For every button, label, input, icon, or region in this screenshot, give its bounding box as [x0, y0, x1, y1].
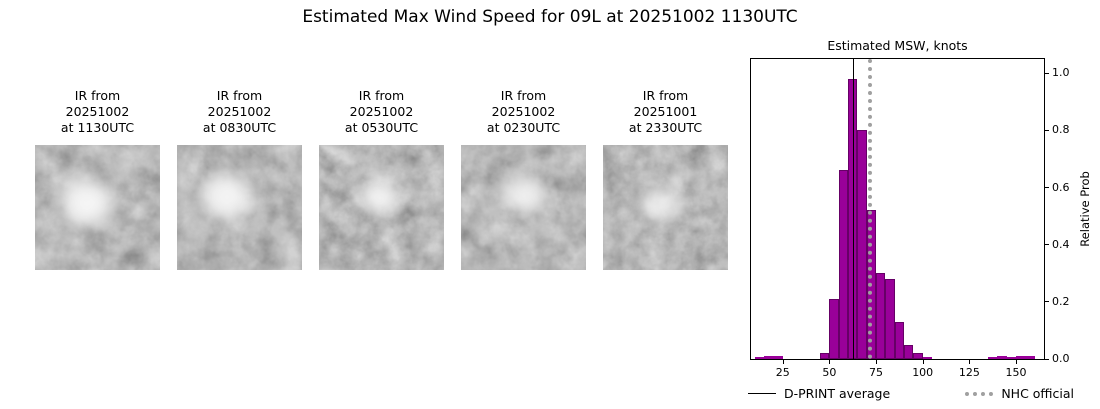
y-tick-label: 1.0: [1052, 66, 1070, 80]
solid-line-icon: [748, 393, 776, 394]
ir-satellite-image: [35, 145, 160, 270]
ir-panel-label: IR from 20251002 at 0230UTC: [486, 88, 561, 135]
x-tick: [876, 360, 878, 364]
ir-satellite-image: [319, 145, 444, 270]
x-tick-label: 150: [1005, 366, 1027, 379]
histogram-bar: [876, 273, 886, 359]
y-tick-label: 0.2: [1052, 294, 1070, 308]
ir-panel: IR from 20251002 at 1130UTC: [35, 88, 160, 270]
figure-title: Estimated Max Wind Speed for 09L at 2025…: [302, 7, 798, 27]
y-tick: [1045, 187, 1049, 189]
histogram-bar: [885, 279, 895, 359]
histogram-bar: [838, 170, 849, 359]
ir-panel-label: IR from 20251001 at 2330UTC: [628, 88, 703, 135]
histogram-bar: [1025, 356, 1035, 359]
dotted-line-icon: [965, 391, 994, 396]
y-tick-label: 0.8: [1052, 123, 1070, 137]
dprint-average-line: [852, 59, 854, 359]
ir-panel: IR from 20251002 at 0830UTC: [177, 88, 302, 270]
histogram-bar: [904, 344, 914, 359]
nhc-official-line: [868, 59, 873, 359]
x-tick: [969, 360, 971, 364]
y-tick-label: 0.6: [1052, 180, 1070, 194]
legend-label: D-PRINT average: [784, 386, 891, 401]
legend: D-PRINT average NHC official: [748, 386, 1074, 401]
ir-panel-row: IR from 20251002 at 1130UTC IR from 2025…: [35, 88, 728, 270]
x-tick-label: 50: [822, 366, 837, 379]
ir-satellite-image: [461, 145, 586, 270]
histogram-bar: [894, 321, 905, 359]
y-tick: [1045, 244, 1049, 246]
y-tick-label: 0.4: [1052, 237, 1070, 251]
ir-panel-label: IR from 20251002 at 0830UTC: [202, 88, 277, 135]
legend-item: NHC official: [965, 386, 1074, 401]
histogram-bar: [922, 356, 933, 359]
chart-title: Estimated MSW, knots: [827, 38, 968, 53]
plot-area: [750, 58, 1045, 360]
x-tick: [1016, 360, 1017, 364]
y-axis-label: Relative Prob: [1078, 171, 1092, 247]
x-tick: [782, 360, 784, 364]
histogram-bar: [1016, 355, 1026, 359]
histogram-bar: [820, 353, 830, 359]
x-tick-label: 100: [912, 366, 934, 379]
histogram-bar: [754, 356, 765, 359]
histogram-bar: [1006, 356, 1016, 359]
x-tick-label: 125: [958, 366, 980, 379]
x-tick-label: 25: [775, 366, 790, 379]
histogram-bar: [988, 356, 998, 359]
ir-panel-label: IR from 20251002 at 0530UTC: [344, 88, 419, 135]
y-tick: [1045, 301, 1049, 303]
histogram-bar: [773, 356, 783, 359]
x-tick-label: 75: [869, 366, 884, 379]
ir-panel: IR from 20251001 at 2330UTC: [603, 88, 728, 270]
histogram-bar: [997, 356, 1007, 359]
x-tick: [922, 360, 924, 364]
x-tick: [829, 360, 831, 364]
histogram-bar: [829, 299, 839, 359]
histogram-bar: [857, 130, 867, 359]
ir-panel: IR from 20251002 at 0230UTC: [461, 88, 586, 270]
y-tick-label: 0.0: [1052, 352, 1070, 365]
ir-satellite-image: [603, 145, 728, 270]
y-tick: [1045, 72, 1049, 74]
ir-panel: IR from 20251002 at 0530UTC: [319, 88, 444, 270]
y-tick: [1045, 129, 1049, 131]
ir-satellite-image: [177, 145, 302, 270]
histogram-bar: [913, 353, 923, 359]
ir-panel-label: IR from 20251002 at 1130UTC: [60, 88, 135, 135]
histogram-bar: [764, 355, 774, 359]
y-tick: [1045, 358, 1049, 360]
legend-item: D-PRINT average: [748, 386, 890, 401]
legend-label: NHC official: [1001, 386, 1074, 401]
